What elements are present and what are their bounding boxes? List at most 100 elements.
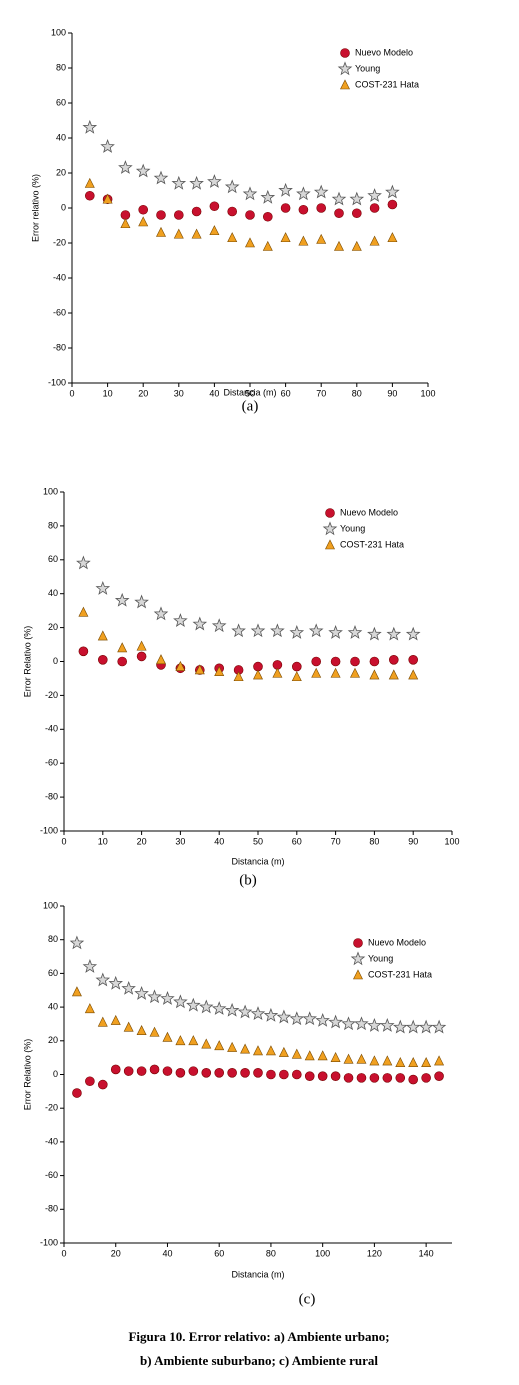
marker	[304, 1071, 315, 1081]
marker	[395, 1057, 406, 1068]
marker	[431, 1019, 447, 1034]
panel-label: (b)	[239, 872, 257, 888]
marker	[108, 975, 123, 990]
y-tick-label: 100	[43, 486, 58, 496]
y-tick-label: -80	[45, 1204, 58, 1214]
marker	[134, 985, 149, 1000]
marker	[191, 206, 202, 217]
legend-marker	[353, 938, 363, 948]
marker	[262, 211, 273, 222]
marker	[121, 980, 136, 995]
y-tick-label: 80	[56, 62, 66, 72]
marker	[395, 1073, 406, 1083]
y-tick-label: 60	[56, 97, 66, 107]
x-tick-label: 20	[138, 388, 148, 398]
marker	[289, 1011, 305, 1026]
marker	[313, 184, 329, 199]
x-tick-label: 80	[352, 388, 362, 398]
marker	[149, 1064, 160, 1075]
x-tick-label: 100	[315, 1248, 330, 1258]
marker	[120, 218, 131, 229]
y-tick-label: -100	[48, 377, 66, 387]
marker	[272, 667, 283, 678]
marker	[291, 1048, 302, 1059]
marker	[328, 1014, 343, 1029]
marker	[304, 1050, 315, 1061]
legend-marker	[325, 539, 335, 550]
marker	[388, 669, 399, 680]
marker	[421, 1073, 431, 1083]
y-tick-label: -80	[45, 791, 58, 801]
x-tick-label: 50	[245, 388, 255, 398]
legend-label: Young	[368, 953, 393, 963]
marker	[369, 235, 380, 246]
y-tick-label: -60	[45, 758, 58, 768]
marker	[334, 208, 344, 219]
y-tick-label: 0	[53, 1069, 58, 1079]
y-tick-label: -20	[53, 237, 66, 247]
marker	[367, 626, 382, 641]
marker	[237, 1004, 253, 1019]
marker	[189, 175, 204, 190]
marker	[380, 1017, 395, 1032]
marker	[153, 170, 169, 185]
marker	[138, 204, 148, 215]
marker	[240, 1068, 250, 1078]
y-tick-label: 20	[56, 167, 66, 177]
y-tick-label: 100	[43, 900, 58, 910]
legend-marker	[350, 951, 366, 966]
x-tick-label: 40	[214, 836, 224, 846]
marker	[369, 656, 380, 667]
marker	[408, 1057, 419, 1068]
y-tick-label: 40	[48, 588, 58, 598]
y-tick-label: -60	[53, 307, 66, 317]
marker	[227, 1041, 238, 1052]
marker	[69, 935, 85, 950]
marker	[351, 240, 362, 251]
y-tick-label: -100	[40, 825, 58, 835]
marker	[85, 190, 95, 201]
marker	[224, 179, 240, 194]
y-tick-label: 40	[48, 1001, 58, 1011]
marker	[207, 174, 222, 188]
marker	[270, 623, 285, 638]
marker	[387, 199, 398, 210]
y-tick-label: -80	[53, 342, 66, 352]
legend-label: Nuevo Modelo	[368, 937, 426, 947]
marker	[434, 1071, 444, 1081]
marker	[317, 1071, 328, 1081]
marker	[316, 203, 327, 213]
marker	[298, 235, 309, 246]
x-tick-label: 0	[69, 388, 74, 398]
caption-line: Figura 10. Error relativo: a) Ambiente u…	[128, 1329, 389, 1344]
marker	[350, 667, 360, 678]
x-tick-label: 80	[369, 836, 379, 846]
x-tick-label: 120	[367, 1248, 382, 1258]
marker	[231, 623, 246, 638]
marker	[191, 228, 202, 239]
marker	[385, 184, 400, 199]
marker	[173, 994, 188, 1009]
marker	[201, 1068, 212, 1078]
panel-label: (a)	[242, 398, 259, 414]
marker	[156, 210, 166, 220]
marker	[382, 1073, 393, 1083]
x-axis-label: Distancia (m)	[231, 1269, 284, 1279]
marker	[214, 1040, 225, 1051]
x-tick-label: 40	[209, 388, 219, 398]
marker	[117, 642, 128, 653]
legend-label: COST-231 Hata	[340, 539, 404, 549]
x-tick-label: 10	[103, 388, 113, 398]
legend-label: COST-231 Hata	[355, 79, 419, 89]
marker	[214, 1068, 224, 1078]
marker	[95, 580, 111, 595]
marker	[369, 203, 380, 213]
marker	[149, 1026, 160, 1037]
marker	[278, 1046, 289, 1057]
marker	[250, 1006, 266, 1021]
marker	[173, 228, 184, 239]
marker	[98, 1079, 108, 1090]
legend-marker	[322, 521, 338, 536]
marker	[296, 186, 311, 201]
y-tick-label: -40	[45, 1136, 58, 1146]
